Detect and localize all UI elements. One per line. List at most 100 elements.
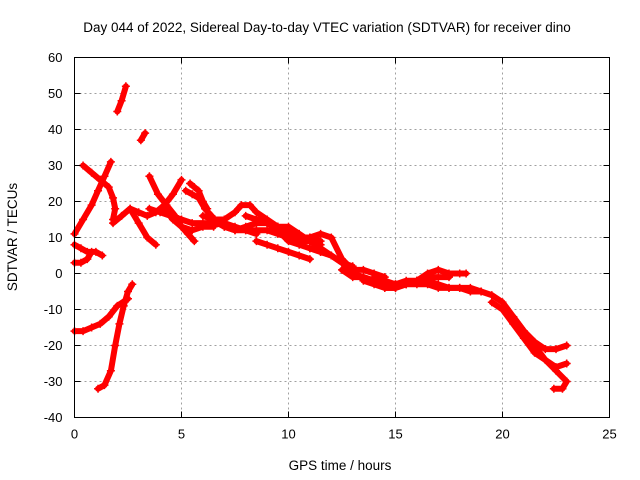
data-point bbox=[194, 186, 203, 195]
data-point bbox=[327, 251, 336, 260]
data-point bbox=[412, 276, 421, 285]
data-point bbox=[445, 283, 453, 292]
data-point bbox=[477, 287, 486, 296]
data-point bbox=[143, 233, 152, 242]
data-point bbox=[177, 215, 186, 224]
data-point bbox=[87, 201, 96, 210]
data-point bbox=[434, 280, 443, 289]
data-point bbox=[370, 273, 379, 282]
data-point bbox=[156, 208, 165, 217]
data-point bbox=[209, 215, 218, 224]
data-point bbox=[498, 298, 507, 307]
data-point bbox=[423, 276, 432, 285]
data-point bbox=[111, 204, 120, 213]
data-point bbox=[160, 204, 169, 213]
data-point bbox=[487, 298, 496, 307]
data-point bbox=[100, 381, 109, 390]
data-point bbox=[423, 269, 432, 278]
series-s6 bbox=[79, 161, 120, 224]
series-s19 bbox=[252, 237, 314, 264]
data-point bbox=[190, 183, 199, 192]
data-point bbox=[295, 240, 304, 249]
data-point bbox=[76, 244, 85, 253]
data-point bbox=[220, 222, 229, 231]
data-point bbox=[295, 251, 304, 260]
data-point bbox=[186, 179, 195, 188]
data-point bbox=[273, 244, 282, 253]
series-s4 bbox=[94, 280, 137, 393]
data-point bbox=[168, 190, 177, 199]
x-tick-label: 15 bbox=[388, 427, 402, 442]
data-point bbox=[466, 283, 475, 292]
chart-title: Day 044 of 2022, Sidereal Day-to-day VTE… bbox=[83, 20, 570, 35]
series-layer bbox=[70, 82, 571, 393]
data-point bbox=[143, 211, 152, 220]
data-point bbox=[231, 208, 239, 217]
x-tick-label: 0 bbox=[71, 427, 78, 442]
data-point bbox=[79, 215, 88, 224]
y-tick-label: 30 bbox=[48, 158, 62, 173]
data-point bbox=[241, 211, 250, 220]
data-point bbox=[434, 273, 443, 282]
data-point bbox=[549, 384, 558, 393]
x-tick-label: 10 bbox=[281, 427, 295, 442]
y-axis-label: SDTVAR / TECUs bbox=[5, 183, 20, 292]
data-point bbox=[327, 233, 336, 242]
data-point bbox=[117, 211, 126, 220]
data-point bbox=[252, 237, 261, 246]
grid-layer bbox=[74, 57, 610, 418]
data-point bbox=[263, 226, 272, 235]
data-point bbox=[562, 377, 571, 386]
series-trace bbox=[127, 205, 159, 248]
data-point bbox=[402, 276, 411, 285]
data-point bbox=[305, 233, 314, 242]
data-point bbox=[76, 258, 85, 267]
y-tick-label: 0 bbox=[55, 266, 62, 281]
series-s24 bbox=[370, 273, 486, 296]
data-point bbox=[203, 204, 212, 213]
data-point bbox=[220, 215, 229, 224]
data-point bbox=[104, 183, 113, 192]
data-point bbox=[305, 255, 314, 264]
series-s7 bbox=[113, 82, 130, 116]
y-tick-label: 50 bbox=[48, 86, 62, 101]
tick-layer: 0 5 10 15 20 25 -40 -30 -20 -10 0 10 20 30 40 50 60 bbox=[44, 50, 617, 442]
data-point bbox=[153, 190, 162, 199]
data-point bbox=[370, 280, 379, 289]
series-s10 bbox=[126, 204, 160, 249]
data-point bbox=[252, 208, 261, 217]
data-point bbox=[188, 226, 197, 235]
x-tick-label: 5 bbox=[178, 427, 185, 442]
data-point bbox=[445, 269, 453, 278]
series-s1 bbox=[70, 247, 96, 267]
series-trace bbox=[95, 281, 136, 392]
y-tick-label: 40 bbox=[48, 122, 62, 137]
data-point bbox=[190, 237, 199, 246]
series-s13 bbox=[160, 204, 199, 246]
x-axis-label: GPS time / hours bbox=[289, 458, 392, 473]
data-point bbox=[177, 175, 186, 184]
data-point bbox=[316, 237, 325, 246]
series-s26 bbox=[509, 312, 571, 393]
data-point bbox=[141, 129, 150, 138]
data-point bbox=[104, 312, 113, 321]
data-point bbox=[541, 345, 550, 354]
data-point bbox=[316, 247, 325, 256]
y-tick-label: -30 bbox=[44, 374, 63, 389]
data-point bbox=[359, 265, 368, 274]
data-point bbox=[263, 240, 272, 249]
x-tick-label: 20 bbox=[495, 427, 509, 442]
data-point bbox=[136, 136, 145, 145]
data-point bbox=[134, 219, 143, 228]
data-point bbox=[462, 269, 471, 278]
data-point bbox=[100, 172, 109, 181]
data-point bbox=[562, 341, 571, 350]
data-point bbox=[109, 219, 118, 228]
data-point bbox=[338, 265, 346, 274]
data-point bbox=[509, 312, 518, 321]
y-tick-label: 10 bbox=[48, 230, 62, 245]
data-point bbox=[96, 175, 105, 184]
data-point bbox=[198, 197, 207, 206]
data-point bbox=[380, 283, 389, 292]
data-point bbox=[552, 366, 560, 375]
